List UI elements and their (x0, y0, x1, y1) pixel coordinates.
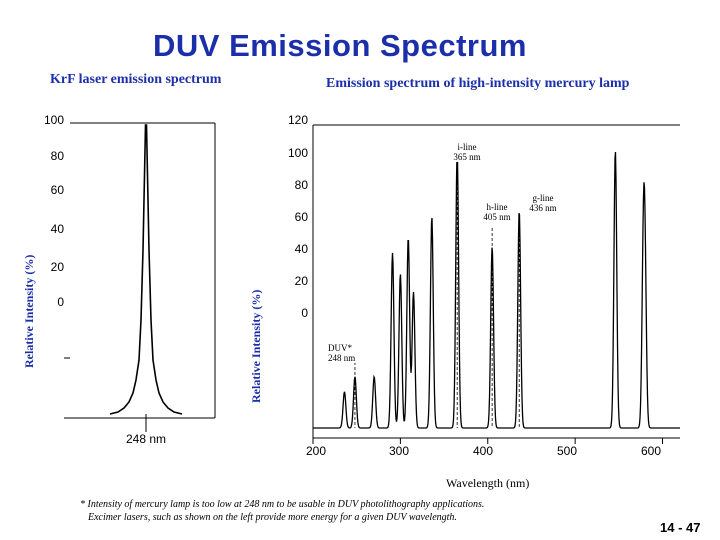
footnote-line-2: Excimer lasers, such as shown on the lef… (88, 512, 457, 523)
right-x-tick: 400 (472, 444, 494, 458)
g-line-wavelength: 436 nm (529, 203, 557, 213)
right-y-tick: 120 (287, 113, 308, 127)
footnote: * Intensity of mercury lamp is too low a… (80, 498, 600, 524)
right-y-tick: 60 (294, 210, 308, 224)
g-line-annotation: g-line 436 nm (522, 193, 564, 213)
right-x-ticks (312, 438, 664, 444)
left-y-tick: 60 (50, 183, 64, 197)
i-line-annotation: i-line 365 nm (444, 142, 490, 162)
krf-wavelength-label: 248 nm (125, 432, 167, 446)
right-y-tick: 40 (294, 242, 308, 256)
left-y-tick: 80 (50, 149, 64, 163)
right-x-tick: 600 (640, 444, 662, 458)
left-y-tick: 40 (50, 222, 64, 236)
i-line-wavelength: 365 nm (453, 152, 481, 162)
right-y-tick: 20 (294, 274, 308, 288)
page-number: 14 - 47 (660, 520, 701, 535)
left-y-tick: 20 (50, 260, 64, 274)
duv-wavelength: 248 nm (328, 353, 356, 363)
h-line-annotation: h-line 405 nm (476, 202, 518, 222)
g-line-label: g-line (532, 193, 554, 203)
left-chart-frame (64, 122, 216, 419)
right-x-tick: 500 (556, 444, 578, 458)
h-line-wavelength: 405 nm (483, 212, 511, 222)
emission-line-markers (354, 162, 520, 428)
right-y-tick: 80 (294, 178, 308, 192)
right-chart-frame (312, 124, 680, 439)
right-y-tick: 0 (301, 306, 308, 320)
krf-emission-curve (109, 124, 183, 415)
left-y-tick: 100 (43, 113, 64, 127)
h-line-label: h-line (486, 202, 508, 212)
right-x-tick: 200 (305, 444, 327, 458)
footnote-line-1: * Intensity of mercury lamp is too low a… (80, 499, 485, 510)
i-line-label: i-line (457, 142, 477, 152)
left-chart-subtitle: KrF laser emission spectrum (50, 72, 222, 87)
right-chart-subtitle: Emission spectrum of high-intensity merc… (326, 76, 630, 91)
left-y-tick: 0 (57, 295, 64, 309)
right-y-tick: 100 (287, 146, 308, 160)
duv-label: DUV* (328, 343, 352, 353)
page-title: DUV Emission Spectrum (153, 28, 527, 63)
right-x-tick: 300 (388, 444, 410, 458)
duv-annotation: DUV* 248 nm (328, 343, 368, 363)
mercury-emission-curve (313, 151, 680, 429)
x-axis-title: Wavelength (nm) (446, 476, 530, 490)
